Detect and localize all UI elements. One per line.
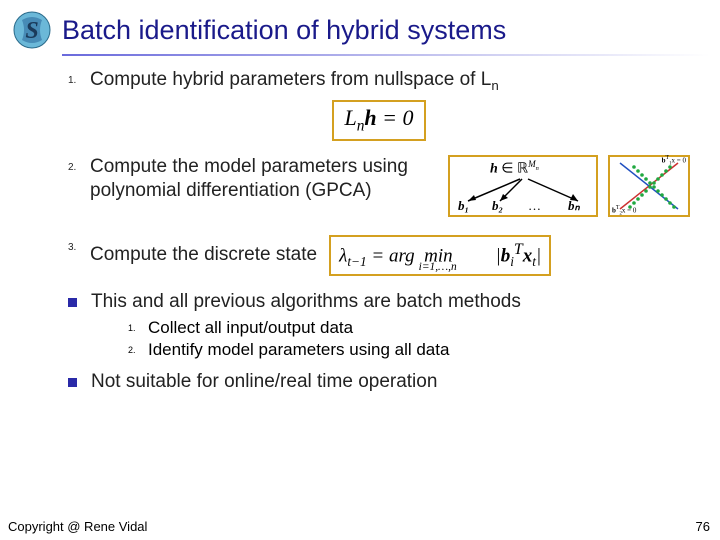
slide-header: S Batch identification of hybrid systems	[0, 0, 720, 52]
sub-item-2: 2. Identify model parameters using all d…	[128, 340, 690, 360]
equation-3: λt−1 = arg mini=1,…,n |biTxt|	[329, 235, 551, 276]
item-number: 2.	[68, 155, 90, 217]
sub-text: Identify model parameters using all data	[148, 340, 449, 360]
page-number: 76	[696, 519, 710, 534]
equation-1: Lnh = 0	[332, 100, 425, 140]
item-number: 3.	[68, 235, 90, 276]
gpca-diagram: h ∈ ℝMn b₁ b₂ … bₙ	[448, 155, 598, 217]
bullet-item-2: Not suitable for online/real time operat…	[68, 370, 690, 394]
item-text: Compute the discrete state	[90, 243, 317, 267]
bullet-text: This and all previous algorithms are bat…	[91, 290, 521, 314]
list-item-3: 3. Compute the discrete state λt−1 = arg…	[68, 235, 690, 276]
copyright-text: Copyright @ Rene Vidal	[8, 519, 147, 534]
bullet-item-1: This and all previous algorithms are bat…	[68, 290, 690, 314]
svg-text:S: S	[25, 18, 38, 44]
item-text: Compute hybrid parameters from nullspace…	[90, 68, 499, 94]
title-underline	[62, 54, 710, 56]
sub-text: Collect all input/output data	[148, 318, 353, 338]
item-text: Compute the model parameters using polyn…	[90, 155, 438, 203]
sub-number: 1.	[128, 318, 148, 338]
sub-item-1: 1. Collect all input/output data	[128, 318, 690, 338]
list-item-2: 2. Compute the model parameters using po…	[68, 155, 690, 217]
list-item-1: 1. Compute hybrid parameters from nullsp…	[68, 68, 690, 94]
bullet-text: Not suitable for online/real time operat…	[91, 370, 437, 394]
item-number: 1.	[68, 68, 90, 94]
bullet-icon	[68, 378, 77, 387]
slide-title: Batch identification of hybrid systems	[62, 15, 506, 46]
slide-content: 1. Compute hybrid parameters from nullsp…	[0, 64, 720, 393]
scatter-diagram: bT1x = 0 bT2x = 0	[608, 155, 690, 217]
logo-icon: S	[10, 8, 54, 52]
bullet-icon	[68, 298, 77, 307]
sub-number: 2.	[128, 340, 148, 360]
equation-1-wrap: Lnh = 0	[68, 100, 690, 140]
